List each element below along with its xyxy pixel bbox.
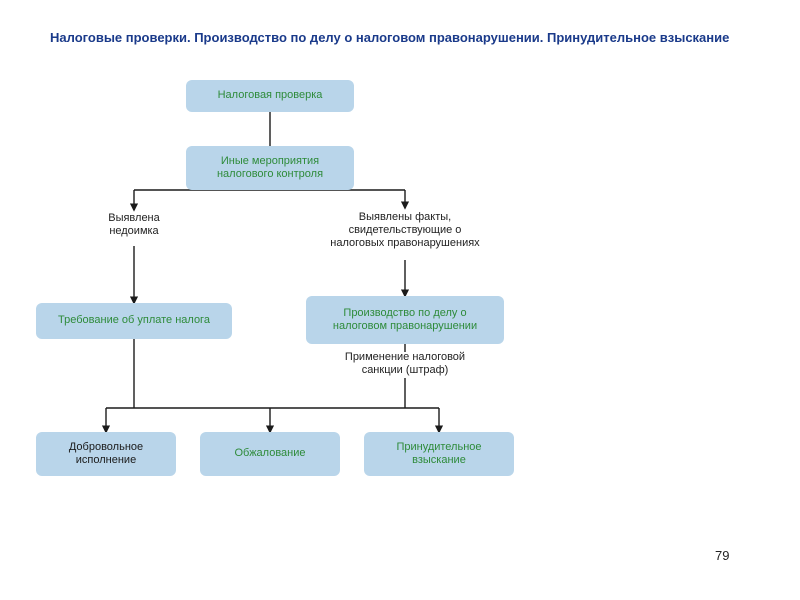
page-title: Налоговые проверки. Производство по делу… [50, 30, 729, 45]
label-l3: Применение налоговой санкции (штраф) [305, 351, 505, 377]
node-n4: Производство по делу о налоговом правона… [306, 296, 504, 344]
label-l2: Выявлены факты, свидетельствующие о нало… [305, 211, 505, 251]
node-n7: Принудительное взыскание [364, 432, 514, 476]
label-l1: Выявлена недоимка [74, 212, 194, 238]
node-n5: Добровольное исполнение [36, 432, 176, 476]
node-n2: Иные мероприятия налогового контроля [186, 146, 354, 190]
node-n3: Требование об уплате налога [36, 303, 232, 339]
node-n1: Налоговая проверка [186, 80, 354, 112]
page-number: 79 [715, 548, 729, 563]
node-n6: Обжалование [200, 432, 340, 476]
